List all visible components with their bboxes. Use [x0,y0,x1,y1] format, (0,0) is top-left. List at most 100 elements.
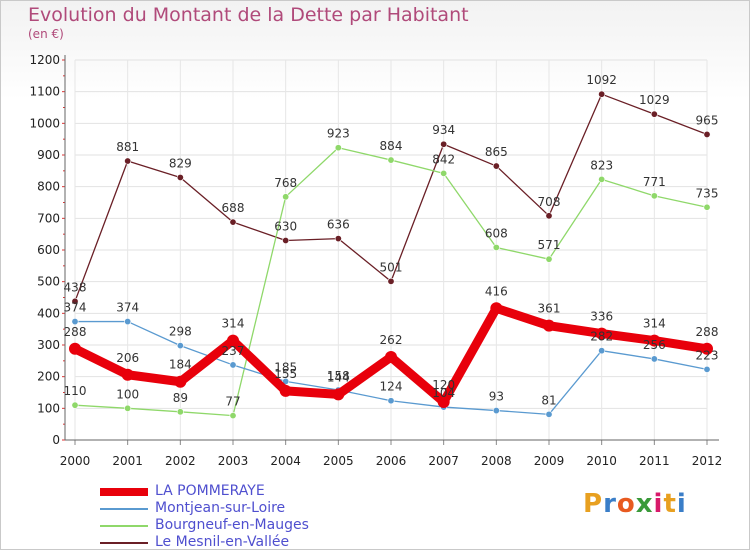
data-label: 688 [222,201,245,215]
data-label: 768 [274,176,297,190]
data-label: 256 [643,338,666,352]
logo-letter: r [603,489,617,519]
chart-title: Evolution du Montant de la Dette par Hab… [28,4,469,26]
data-point [176,408,184,416]
data-label: 81 [541,393,556,407]
data-label: 865 [485,145,508,159]
legend-label: Le Mesnil-en-Vallée [155,534,290,550]
data-label: 124 [380,380,403,394]
data-label: 735 [696,186,719,200]
logo-letter: P [583,489,604,519]
legend-label: Bourgneuf-en-Mauges [155,517,309,533]
data-label: 571 [538,238,561,252]
y-tick-label: 200 [37,370,60,384]
x-tick-label: 2001 [112,454,143,468]
data-label: 823 [590,158,613,172]
y-tick-label: 0 [52,433,60,447]
data-point [176,342,184,350]
x-tick-label: 2006 [376,454,407,468]
logo-letter: i [653,489,664,519]
y-tick-label: 900 [37,148,60,162]
y-tick-label: 600 [37,243,60,257]
logo-letter: o [616,489,636,519]
logo-letter: x [635,489,654,519]
x-tick-label: 2007 [428,454,459,468]
data-label: 237 [222,344,245,358]
data-label: 1092 [586,73,617,87]
data-point [545,255,553,263]
y-tick-label: 400 [37,306,60,320]
data-label: 100 [116,387,139,401]
data-label: 314 [222,317,245,331]
data-point [229,412,237,420]
logo-letter: t [663,489,677,519]
data-point [71,318,79,326]
data-point [598,347,606,355]
x-tick-label: 2002 [165,454,196,468]
data-point [492,162,500,170]
data-point [703,203,711,211]
data-point [490,302,503,315]
data-point [545,410,553,418]
data-label: 120 [432,378,455,392]
logo-letter: i [676,489,687,519]
y-tick-label: 1200 [29,53,60,67]
x-tick-labels: 2000 2001 2002 2003 2004 2005 2006 2007 2008 2009… [60,454,723,468]
data-label: 842 [432,152,455,166]
x-tick-label: 2003 [218,454,249,468]
data-label: 144 [327,370,350,384]
data-label: 438 [64,280,87,294]
data-point [71,401,79,409]
x-tick-label: 2011 [639,454,670,468]
data-point [545,212,553,220]
y-tick-label: 500 [37,275,60,289]
y-tick-label: 700 [37,211,60,225]
data-label: 89 [173,391,188,405]
data-point [650,110,658,118]
x-tick-label: 2005 [323,454,354,468]
data-point [282,193,290,201]
legend-swatch [100,542,148,544]
x-tick-label: 2012 [692,454,723,468]
data-point [440,140,448,148]
data-point [385,351,397,364]
series-lines [69,90,713,420]
data-label: 336 [590,310,613,324]
x-tick-label: 2010 [586,454,617,468]
data-point [174,375,187,388]
x-tick-label: 2004 [270,454,301,468]
grid-lines [74,59,708,440]
data-label: 282 [590,330,613,344]
data-point [282,377,290,385]
data-label: 223 [696,348,719,362]
data-label: 184 [169,358,192,372]
data-label: 416 [485,284,508,298]
data-label: 829 [169,156,192,170]
data-point [121,368,134,381]
data-label: 110 [64,384,87,398]
data-label: 104 [432,386,455,400]
data-point [650,192,658,200]
x-tick-label: 2009 [534,454,565,468]
chart-unit: (en €) [28,27,64,41]
legend-label: Montjean-sur-Loire [155,500,286,516]
data-point [124,318,132,326]
x-tick-label: 2000 [60,454,91,468]
data-point [701,342,713,355]
data-labels: 438 881 829 688 630 636 501 934 865 708 1092 1029 96… [64,73,719,408]
y-tick-labels: 0 100 200 300 400 500 600 700 800 900 1000 1100 1200 [29,53,60,447]
x-tick-label: 2008 [481,454,512,468]
data-label: 884 [380,139,403,153]
data-point [229,218,237,226]
data-label: 771 [643,175,666,189]
data-point [124,157,132,165]
data-point [229,361,237,369]
data-label: 374 [64,301,87,315]
data-label: 923 [327,127,350,141]
data-label: 934 [432,123,455,137]
data-point [492,243,500,251]
data-label: 881 [116,140,139,154]
data-point [598,175,606,183]
data-label: 708 [538,195,561,209]
legend-swatch [100,488,148,496]
